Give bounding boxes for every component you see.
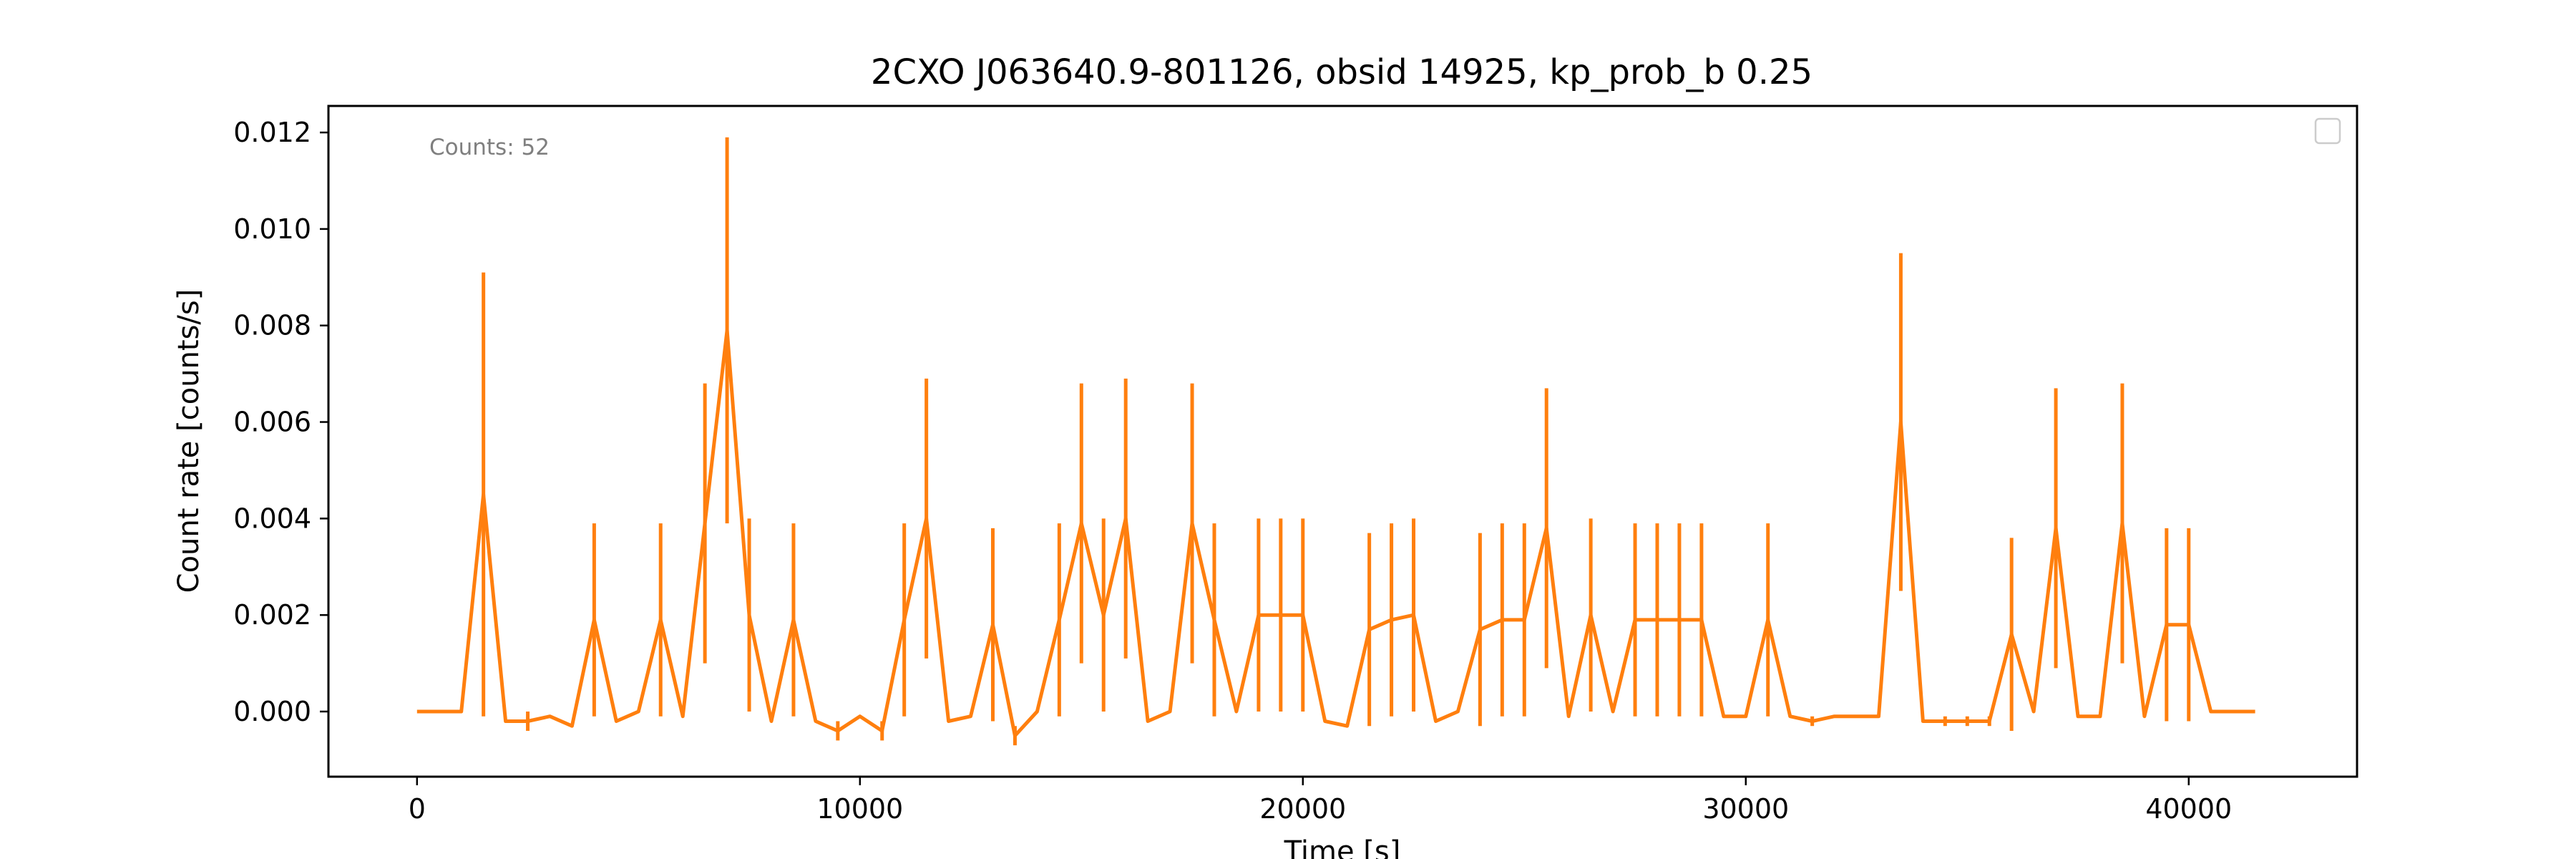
y-tick-label: 0.006 <box>233 407 311 438</box>
legend-box <box>2314 117 2341 145</box>
y-tick-label: 0.008 <box>233 310 311 341</box>
error-bars <box>482 137 2191 746</box>
x-axis-label: Time [s] <box>1284 835 1401 859</box>
y-tick-label: 0.012 <box>233 117 311 148</box>
counts-annotation: Counts: 52 <box>429 135 550 160</box>
y-axis-ticks: 0.000 0.002 0.004 0.006 0.008 0.010 0.012 <box>233 117 328 727</box>
x-axis-ticks: 0 10000 20000 30000 40000 <box>409 777 2232 825</box>
x-tick-label: 40000 <box>2145 793 2232 825</box>
x-tick-label: 20000 <box>1259 793 1346 825</box>
y-tick-label: 0.000 <box>233 696 311 727</box>
x-tick-label: 10000 <box>816 793 903 825</box>
series-line-0 <box>416 329 2255 738</box>
y-axis-label: Count rate [counts/s] <box>172 289 205 593</box>
plot-frame <box>327 105 2358 778</box>
y-tick-label: 0.010 <box>233 213 311 245</box>
data-series <box>416 329 2255 738</box>
x-tick-label: 30000 <box>1702 793 1789 825</box>
y-tick-label: 0.004 <box>233 503 311 534</box>
y-tick-label: 0.002 <box>233 599 311 631</box>
chart-title: 2CXO J063640.9-801126, obsid 14925, kp_p… <box>871 52 1813 92</box>
x-tick-label: 0 <box>409 793 426 825</box>
